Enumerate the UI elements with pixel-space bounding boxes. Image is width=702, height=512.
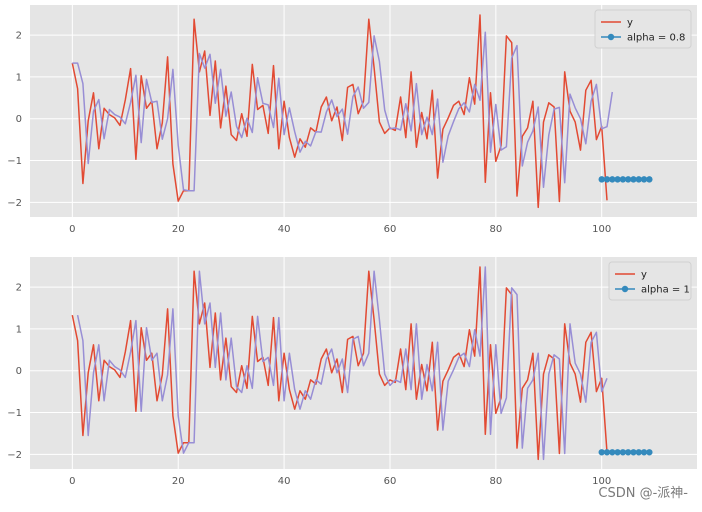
data-point (603, 176, 611, 183)
data-point (619, 449, 627, 456)
x-tick-label: 0 (69, 224, 75, 235)
y-tick-label: 1 (16, 324, 22, 335)
x-tick-label: 100 (592, 224, 611, 235)
y-tick-label: 1 (16, 72, 22, 83)
y-tick-label: −1 (7, 408, 22, 419)
data-point (630, 449, 637, 456)
x-tick-label: 80 (489, 224, 502, 235)
data-point (609, 449, 616, 456)
series-line-y (71, 14, 608, 209)
data-point (614, 176, 621, 183)
top-chart-panel: 0 20 40 60 80 100 −2 −1 0 1 2 y alpha = 0.8 (7, 5, 697, 235)
data-point (646, 176, 653, 183)
x-tick-label: 60 (384, 224, 397, 235)
x-tick-label: 40 (278, 224, 291, 235)
x-tick-label: 40 (278, 476, 291, 487)
legend-label: alpha = 0.8 (627, 33, 685, 44)
data-point (609, 176, 616, 183)
data-point (619, 176, 627, 183)
data-point (646, 449, 653, 456)
y-tick-label: 2 (16, 31, 22, 42)
series-line-unnamed (76, 266, 608, 461)
y-tick-label: 2 (16, 283, 22, 294)
data-point (598, 449, 605, 456)
y-tick-label: 0 (16, 366, 22, 377)
data-point (624, 449, 632, 456)
data-point (640, 176, 648, 183)
x-tick-label: 0 (69, 476, 75, 487)
data-point (635, 449, 642, 456)
x-tick-label: 80 (489, 476, 502, 487)
legend-marker (607, 33, 615, 41)
series-line-unnamed (72, 31, 614, 192)
plot-area (30, 5, 697, 217)
y-tick-label: −1 (7, 156, 22, 167)
legend-label: y (641, 270, 647, 281)
data-point (598, 176, 605, 183)
data-point (635, 176, 642, 183)
legend-marker (621, 285, 629, 293)
x-tick-label: 60 (384, 476, 397, 487)
series-line-y (71, 266, 608, 461)
legend: y alpha = 1 (608, 261, 692, 301)
y-tick-label: −2 (7, 450, 22, 461)
data-point (640, 449, 648, 456)
legend-label: alpha = 1 (641, 285, 690, 296)
data-point (624, 176, 632, 183)
legend-label: y (627, 18, 633, 29)
legend: y alpha = 0.8 (594, 9, 692, 49)
x-tick-label: 100 (592, 476, 611, 487)
y-tick-label: 0 (16, 114, 22, 125)
data-point (614, 449, 621, 456)
data-point (630, 176, 637, 183)
bottom-chart-panel: 0 20 40 60 80 100 −2 −1 0 1 2 y alpha = 1 (7, 257, 697, 487)
x-tick-label: 20 (172, 476, 185, 487)
y-tick-label: −2 (7, 198, 22, 209)
watermark: CSDN @-派神- (598, 486, 688, 501)
data-point (603, 449, 611, 456)
x-tick-label: 20 (172, 224, 185, 235)
